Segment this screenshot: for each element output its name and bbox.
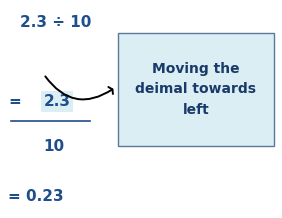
- Text: 10: 10: [44, 139, 65, 153]
- Text: =: =: [8, 94, 21, 109]
- Text: 2.3: 2.3: [44, 94, 71, 109]
- Text: Moving the
deimal towards
left: Moving the deimal towards left: [135, 62, 257, 117]
- Text: 2.3 ÷ 10: 2.3 ÷ 10: [20, 15, 91, 30]
- Text: = 0.23: = 0.23: [8, 189, 64, 204]
- FancyBboxPatch shape: [118, 33, 274, 146]
